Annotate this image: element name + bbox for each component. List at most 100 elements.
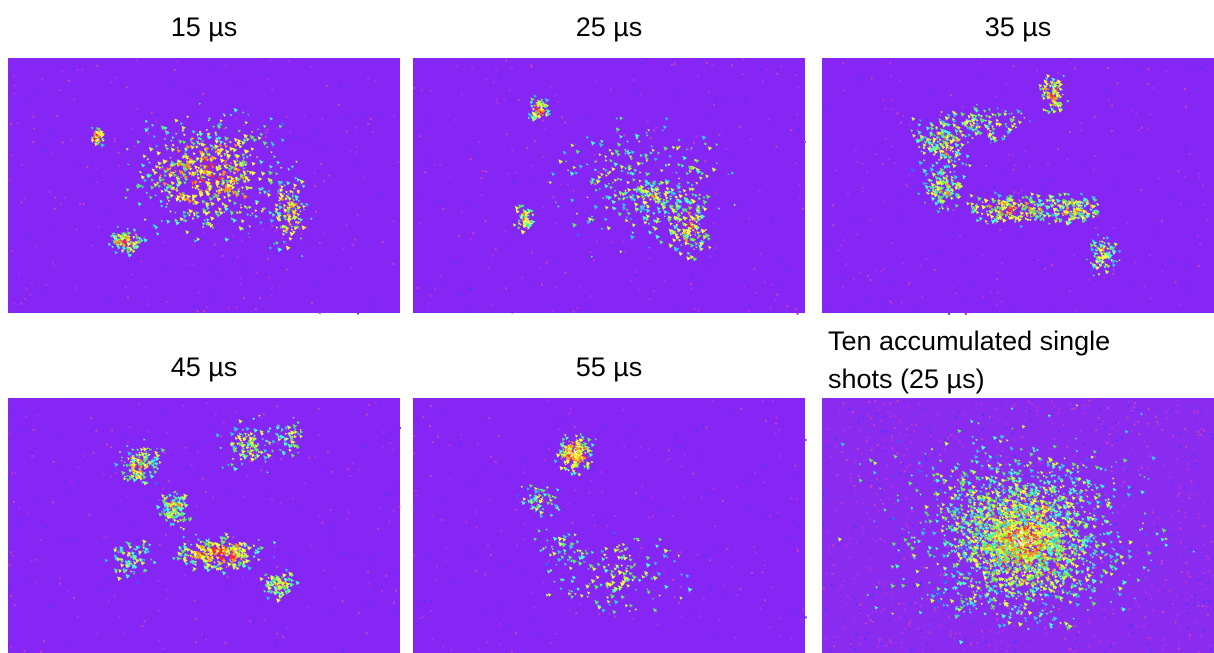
noise-speckle [714, 247, 717, 249]
speckle [188, 209, 194, 214]
speckle [631, 223, 636, 228]
speckle [154, 194, 157, 197]
noise-speckle [368, 558, 370, 561]
speckle [166, 195, 171, 200]
speckle [224, 237, 230, 242]
noise-speckle [676, 94, 679, 97]
speckle [139, 171, 143, 174]
noise-speckle [508, 89, 511, 92]
noise-speckle [498, 623, 501, 626]
noise-speckle [487, 544, 489, 547]
noise-speckle [31, 455, 34, 457]
noise-speckle [214, 413, 217, 416]
noise-speckle [434, 288, 437, 291]
noise-speckle [466, 149, 469, 152]
speckle [578, 164, 584, 169]
noise-speckle [108, 296, 111, 299]
noise-speckle [378, 113, 381, 116]
noise-speckle [201, 633, 204, 636]
noise-speckle [127, 440, 129, 443]
noise-speckle [884, 107, 887, 110]
speckle [226, 157, 230, 161]
speckle [208, 196, 214, 202]
speckle [532, 107, 536, 111]
noise-speckle [541, 283, 543, 286]
noise-speckle [887, 279, 890, 282]
noise-speckle [128, 260, 131, 263]
noise-speckle [166, 431, 169, 434]
noise-speckle [564, 121, 567, 124]
speckle [260, 209, 264, 213]
noise-speckle [705, 426, 708, 429]
noise-speckle [706, 114, 709, 117]
noise-speckle [554, 262, 557, 264]
noise-speckle [76, 68, 79, 71]
noise-speckle [1004, 87, 1007, 89]
noise-speckle [705, 189, 708, 192]
speckle [176, 194, 181, 200]
noise-speckle [1184, 88, 1186, 90]
noise-speckle [276, 192, 279, 195]
noise-speckle [248, 620, 251, 623]
noise-speckle [844, 263, 847, 266]
noise-speckle [685, 208, 688, 211]
noise-speckle [1130, 284, 1133, 287]
noise-speckle [32, 141, 35, 144]
noise-speckle [854, 149, 857, 152]
noise-speckle [355, 145, 358, 148]
noise-speckle [326, 84, 329, 87]
noise-speckle [1109, 305, 1112, 308]
speckle [218, 136, 222, 140]
speckle [701, 135, 707, 141]
noise-speckle [373, 295, 376, 298]
speckle [229, 113, 233, 117]
noise-speckle [133, 232, 136, 235]
noise-speckle [511, 149, 514, 152]
noise-speckle [780, 65, 783, 68]
noise-speckle [350, 266, 353, 269]
panel-label: 35 µs [985, 12, 1052, 42]
noise-speckle [682, 240, 685, 243]
speckle [190, 172, 195, 177]
speckle [275, 207, 279, 212]
noise-speckle [239, 81, 241, 84]
noise-speckle [313, 455, 316, 458]
speckle [598, 153, 602, 157]
noise-speckle [316, 280, 319, 283]
speckle [535, 109, 541, 115]
noise-speckle [52, 460, 55, 463]
speckle [235, 181, 240, 185]
noise-speckle [995, 95, 998, 98]
speckle [238, 163, 242, 167]
noise-speckle [855, 161, 858, 163]
speckle [282, 240, 286, 244]
noise-speckle [243, 124, 246, 127]
speckle [241, 192, 244, 196]
noise-speckle [478, 647, 481, 650]
speckle [278, 205, 283, 210]
speckle [540, 107, 545, 112]
noise-speckle [628, 608, 630, 611]
noise-speckle [64, 196, 66, 199]
noise-speckle [296, 190, 298, 193]
speckle [521, 216, 524, 220]
noise-speckle [545, 261, 548, 264]
noise-speckle [1005, 82, 1008, 85]
noise-speckle [489, 554, 492, 556]
noise-speckle [265, 131, 268, 134]
speckle [203, 155, 209, 161]
noise-speckle [1156, 230, 1158, 233]
noise-speckle [442, 495, 445, 498]
noise-speckle [1081, 161, 1084, 164]
speckle [202, 222, 206, 226]
speckle [527, 112, 532, 117]
noise-speckle [696, 173, 699, 176]
noise-speckle [32, 429, 35, 432]
speckle [246, 178, 251, 183]
speckle [184, 175, 188, 179]
noise-speckle [800, 618, 803, 621]
noise-speckle [505, 133, 508, 136]
noise-speckle [1206, 219, 1209, 221]
noise-speckle [442, 646, 445, 649]
noise-speckle [162, 647, 165, 650]
